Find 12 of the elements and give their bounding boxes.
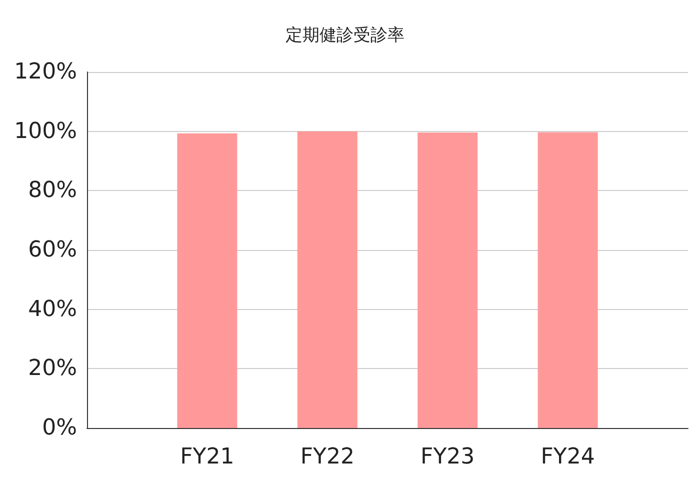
y-tick-label: 60%	[28, 238, 77, 262]
y-tick-label: 80%	[28, 178, 77, 204]
x-tick-label: FY22	[300, 444, 354, 470]
y-tick-label: 20%	[28, 356, 77, 382]
x-tick-label: FY21	[180, 444, 234, 470]
y-tick-label: 0%	[42, 416, 77, 440]
chart-title: 定期健診受診率	[286, 26, 404, 46]
x-tick-label: FY24	[540, 444, 595, 470]
y-tick-label: 120%	[14, 60, 77, 84]
y-tick-label: 40%	[28, 296, 77, 322]
x-tick-label: FY23	[420, 444, 475, 470]
y-tick-label: 100%	[14, 118, 77, 144]
